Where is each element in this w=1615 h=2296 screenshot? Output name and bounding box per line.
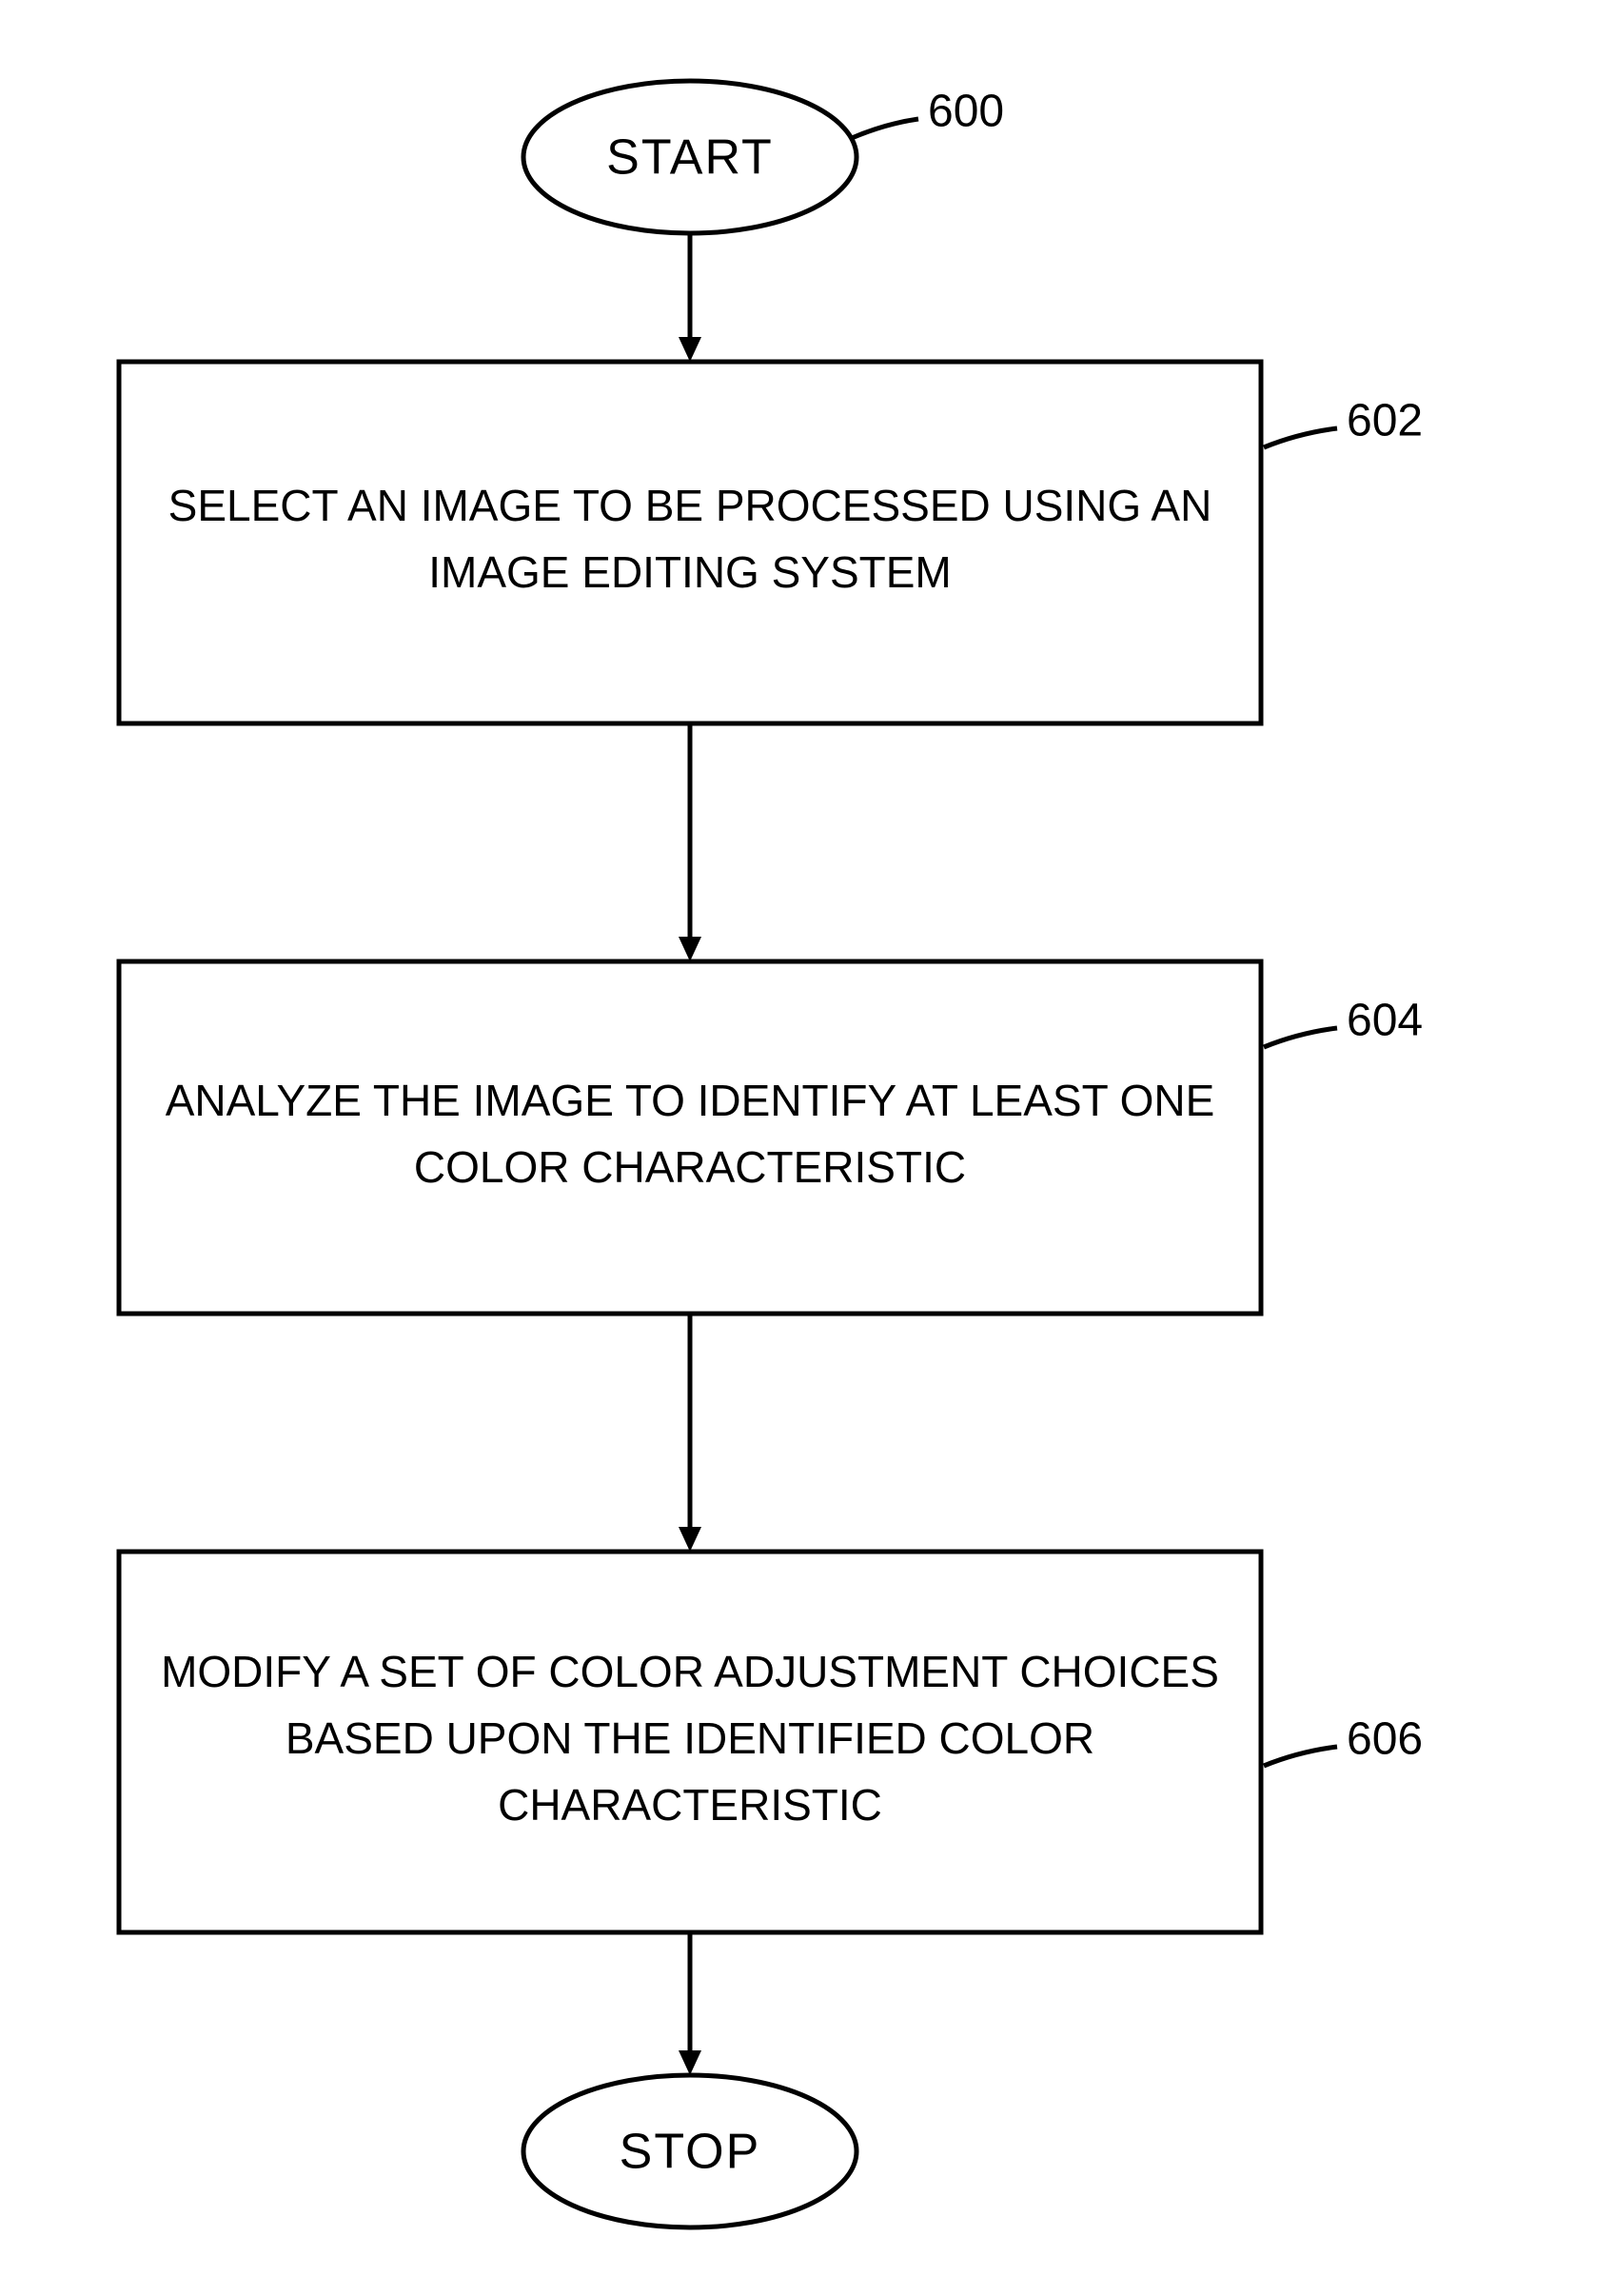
step2-node (119, 961, 1261, 1314)
reference-leader (1264, 1028, 1337, 1047)
step2-text-line-0: ANALYZE THE IMAGE TO IDENTIFY AT LEAST O… (166, 1076, 1215, 1125)
step1-text-line-1: IMAGE EDITING SYSTEM (428, 547, 952, 597)
step1-reference-number: 602 (1347, 396, 1423, 446)
step3-text-line-1: BASED UPON THE IDENTIFIED COLOR (286, 1713, 1094, 1763)
start-label: START (606, 130, 774, 186)
step3-reference-number: 606 (1347, 1714, 1423, 1765)
reference-leader (852, 119, 918, 138)
flow-arrow-head (679, 1527, 701, 1552)
flow-arrow-head (679, 337, 701, 362)
reference-leader (1264, 1747, 1337, 1766)
start-reference-number: 600 (928, 87, 1004, 137)
stop-label: STOP (620, 2125, 761, 2180)
step3-text-line-2: CHARACTERISTIC (498, 1780, 882, 1830)
flow-arrow-head (679, 2050, 701, 2075)
step2-text-line-1: COLOR CHARACTERISTIC (414, 1142, 966, 1192)
step1-text-line-0: SELECT AN IMAGE TO BE PROCESSED USING AN (168, 481, 1212, 530)
flow-arrow-head (679, 937, 701, 961)
step2-reference-number: 604 (1347, 996, 1423, 1046)
reference-leader (1264, 428, 1337, 447)
step1-node (119, 362, 1261, 723)
step3-text-line-0: MODIFY A SET OF COLOR ADJUSTMENT CHOICES (161, 1647, 1219, 1696)
flowchart-canvas: START 600 SELECT AN IMAGE TO BE PROCESSED … (0, 0, 1615, 2296)
